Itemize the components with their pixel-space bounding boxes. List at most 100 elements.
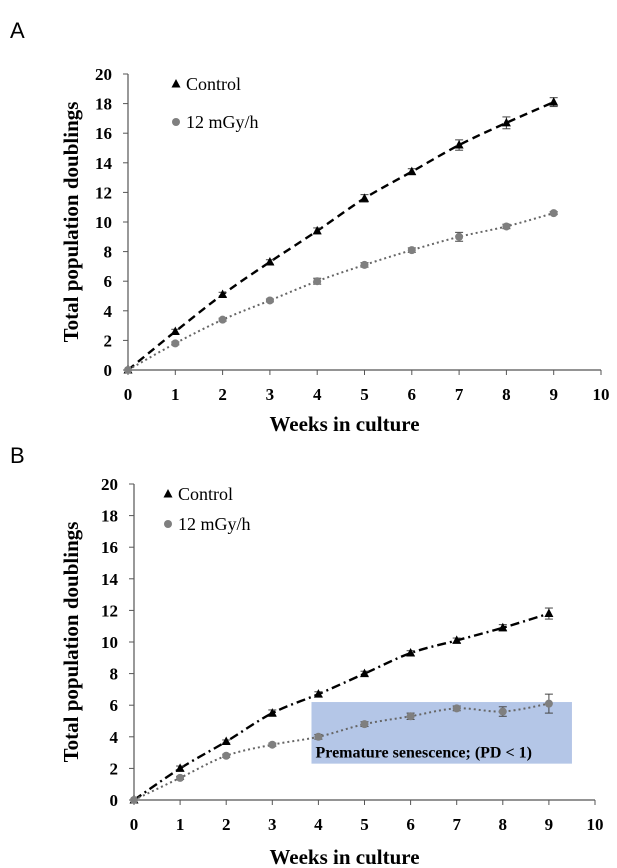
y-tick-label: 14 — [101, 570, 119, 589]
x-tick-label: 3 — [266, 385, 275, 404]
x-tick-label: 6 — [406, 815, 415, 834]
y-tick-label: 16 — [101, 538, 118, 557]
y-tick-label: 6 — [110, 696, 119, 715]
data-point — [455, 232, 464, 241]
x-tick-label: 2 — [222, 815, 231, 834]
data-point — [312, 225, 322, 235]
data-point — [407, 246, 416, 255]
data-point — [454, 140, 464, 149]
x-axis-title: Weeks in culture — [269, 412, 419, 436]
data-point — [313, 277, 322, 286]
series-irradiated — [124, 209, 558, 374]
legend-label: Control — [178, 484, 233, 504]
data-point — [313, 689, 323, 698]
legend-marker — [171, 79, 181, 88]
senescence-label: Premature senescence; (PD < 1) — [315, 745, 531, 762]
data-point — [170, 326, 180, 336]
data-point — [452, 704, 461, 713]
data-point — [452, 635, 462, 644]
trend-line — [127, 101, 555, 371]
y-tick-label: 14 — [95, 154, 113, 173]
data-point — [124, 366, 132, 374]
x-tick-label: 2 — [218, 385, 227, 404]
data-point — [221, 736, 231, 746]
x-tick-label: 4 — [314, 815, 323, 834]
x-tick-label: 8 — [502, 385, 511, 404]
series-control — [123, 97, 559, 374]
senescence-region — [311, 702, 572, 764]
y-tick-label: 10 — [95, 213, 112, 232]
x-tick-label: 1 — [176, 815, 185, 834]
data-point — [407, 166, 417, 176]
legend-item: Control — [171, 74, 241, 94]
data-point — [265, 256, 275, 266]
x-tick-label: 1 — [171, 385, 180, 404]
data-point — [549, 97, 559, 106]
y-axis-title: Total population doublings — [59, 102, 83, 343]
x-tick-label: 5 — [360, 385, 369, 404]
data-point — [549, 209, 558, 218]
data-point — [175, 763, 185, 772]
y-tick-label: 4 — [110, 728, 119, 747]
x-tick-label: 9 — [549, 385, 558, 404]
trend-line — [133, 612, 550, 801]
x-axis-title: Weeks in culture — [269, 845, 419, 868]
y-tick-label: 2 — [104, 331, 113, 350]
y-tick-label: 16 — [95, 124, 112, 143]
y-tick-label: 4 — [104, 302, 113, 321]
data-point — [406, 648, 416, 657]
data-point — [544, 699, 553, 708]
panel-label: B — [10, 443, 25, 468]
data-point — [218, 315, 227, 324]
y-tick-label: 0 — [104, 361, 113, 380]
y-tick-label: 18 — [101, 507, 118, 526]
data-point — [360, 668, 369, 678]
data-point — [218, 289, 228, 299]
series-irradiated — [130, 693, 553, 804]
x-tick-label: 0 — [130, 815, 139, 834]
y-tick-label: 2 — [110, 759, 119, 778]
x-tick-label: 10 — [587, 815, 604, 834]
data-point — [268, 740, 277, 749]
x-tick-label: 3 — [268, 815, 277, 834]
y-tick-label: 10 — [101, 633, 118, 652]
y-tick-label: 6 — [104, 272, 113, 291]
data-point — [176, 773, 185, 782]
legend-label: Control — [186, 74, 241, 94]
legend-item: 12 mGy/h — [172, 112, 259, 132]
y-tick-label: 18 — [95, 95, 112, 114]
trend-line — [133, 702, 550, 801]
y-axis-title: Total population doublings — [59, 522, 83, 763]
y-tick-label: 20 — [95, 65, 112, 84]
legend-item: 12 mGy/h — [164, 514, 251, 534]
data-point — [222, 751, 231, 760]
legend-marker — [163, 489, 173, 498]
legend-label: 12 mGy/h — [186, 112, 259, 132]
y-tick-label: 8 — [104, 243, 113, 262]
data-point — [498, 622, 508, 632]
data-point — [130, 796, 138, 804]
legend-marker — [172, 118, 180, 126]
data-point — [265, 296, 274, 305]
x-tick-label: 7 — [452, 815, 461, 834]
y-tick-label: 20 — [101, 475, 118, 494]
y-tick-label: 12 — [95, 183, 112, 202]
x-tick-label: 0 — [124, 385, 133, 404]
y-tick-label: 8 — [110, 665, 119, 684]
data-point — [498, 707, 507, 716]
data-point — [544, 608, 554, 618]
data-point — [314, 732, 323, 741]
data-point — [360, 193, 369, 202]
data-point — [171, 339, 180, 348]
trend-line — [127, 212, 554, 371]
data-point — [406, 712, 415, 721]
x-tick-label: 8 — [499, 815, 508, 834]
data-point — [360, 260, 369, 269]
y-tick-label: 12 — [101, 601, 118, 620]
data-point — [267, 708, 277, 717]
legend-marker — [164, 520, 172, 528]
legend-item: Control — [163, 484, 233, 504]
